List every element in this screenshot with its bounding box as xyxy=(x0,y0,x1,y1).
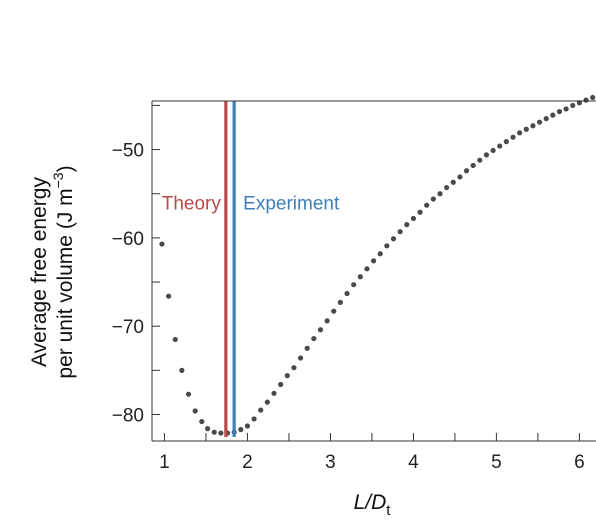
data-point xyxy=(211,429,217,435)
data-point xyxy=(199,418,205,425)
data-point xyxy=(357,274,363,280)
data-point xyxy=(317,327,324,333)
data-point xyxy=(410,215,417,222)
y-tick-label: −60 xyxy=(112,229,144,250)
data-point xyxy=(497,143,503,149)
data-point xyxy=(404,222,410,228)
data-point xyxy=(550,112,556,118)
data-point xyxy=(556,108,563,115)
data-point xyxy=(377,251,383,257)
data-point xyxy=(351,282,357,288)
x-axis-title: L/Dt xyxy=(354,491,392,519)
data-point xyxy=(364,266,370,272)
x-tick-label: 1 xyxy=(159,452,170,473)
x-axis-title-sub: t xyxy=(386,502,391,519)
data-point xyxy=(490,147,496,154)
data-point xyxy=(510,134,516,140)
data-point xyxy=(463,168,470,174)
x-axis-title-main: L/D xyxy=(354,491,387,514)
y-tick-label: −70 xyxy=(112,317,144,338)
data-point xyxy=(530,123,536,129)
data-point xyxy=(583,97,589,103)
vline-label-experiment: Experiment xyxy=(243,194,340,215)
x-tick-label: 6 xyxy=(574,452,585,473)
data-point xyxy=(205,426,211,432)
data-point xyxy=(424,202,430,208)
axes: 1 2 3 4 5 6 −50 −60 −70 −80 xyxy=(112,100,596,473)
data-point xyxy=(430,196,436,202)
y-axis-title-sup: −3 xyxy=(50,172,66,188)
data-point xyxy=(284,373,290,379)
data-point xyxy=(344,290,350,297)
data-point xyxy=(543,116,549,122)
y-tick-label: −80 xyxy=(112,406,144,427)
x-tick-label: 2 xyxy=(242,452,253,473)
data-point xyxy=(185,391,192,397)
data-point xyxy=(311,335,317,342)
data-point xyxy=(444,184,450,191)
y-axis-title: Average free energy per unit volume (J m… xyxy=(28,165,77,378)
data-point xyxy=(179,367,185,373)
data-point xyxy=(337,299,343,305)
data-point xyxy=(244,423,251,429)
y-axis-title-line2: per unit volume (J m−3) xyxy=(50,165,77,378)
data-point xyxy=(570,102,576,109)
data-point xyxy=(291,365,297,371)
y-axis-title-line1: Average free energy xyxy=(28,177,51,367)
data-point xyxy=(324,318,330,324)
data-point xyxy=(523,126,529,132)
data-point xyxy=(483,152,490,158)
data-point xyxy=(450,179,456,185)
reference-lines: Theory Experiment xyxy=(162,101,340,437)
data-point xyxy=(165,293,172,299)
x-tick-label: 3 xyxy=(325,452,336,473)
data-point xyxy=(297,355,304,361)
x-tick-label: 5 xyxy=(491,452,502,473)
data-point xyxy=(397,229,403,235)
y-axis-title-suffix: ) xyxy=(54,165,77,172)
data-point xyxy=(159,241,165,247)
data-point xyxy=(470,162,476,169)
data-point xyxy=(172,336,178,343)
x-tick-label: 4 xyxy=(408,452,419,473)
data-point xyxy=(563,106,569,112)
data-point xyxy=(258,407,264,413)
y-axis-title-prefix: per unit volume (J m xyxy=(54,188,77,378)
data-point xyxy=(590,94,596,101)
vline-label-theory: Theory xyxy=(162,194,222,215)
data-point xyxy=(536,119,543,125)
data-point xyxy=(384,243,390,249)
data-point xyxy=(304,345,310,351)
data-point xyxy=(271,390,277,396)
data-point xyxy=(503,139,509,145)
data-point xyxy=(417,209,423,215)
data-point xyxy=(251,416,257,422)
data-points xyxy=(159,94,596,436)
data-point xyxy=(437,191,443,197)
data-point xyxy=(477,157,483,163)
data-point xyxy=(264,399,270,405)
data-point xyxy=(331,308,337,314)
data-point xyxy=(278,381,284,388)
y-tick-label: −50 xyxy=(112,141,144,162)
data-point xyxy=(390,236,397,242)
data-point xyxy=(517,130,523,136)
data-point xyxy=(238,426,244,433)
data-point xyxy=(457,174,463,180)
data-point xyxy=(218,430,224,436)
data-point xyxy=(370,258,377,264)
data-point xyxy=(192,408,198,414)
